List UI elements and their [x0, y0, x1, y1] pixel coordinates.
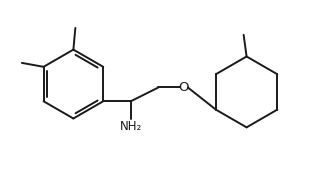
- Text: O: O: [179, 81, 189, 94]
- Text: NH₂: NH₂: [120, 120, 142, 133]
